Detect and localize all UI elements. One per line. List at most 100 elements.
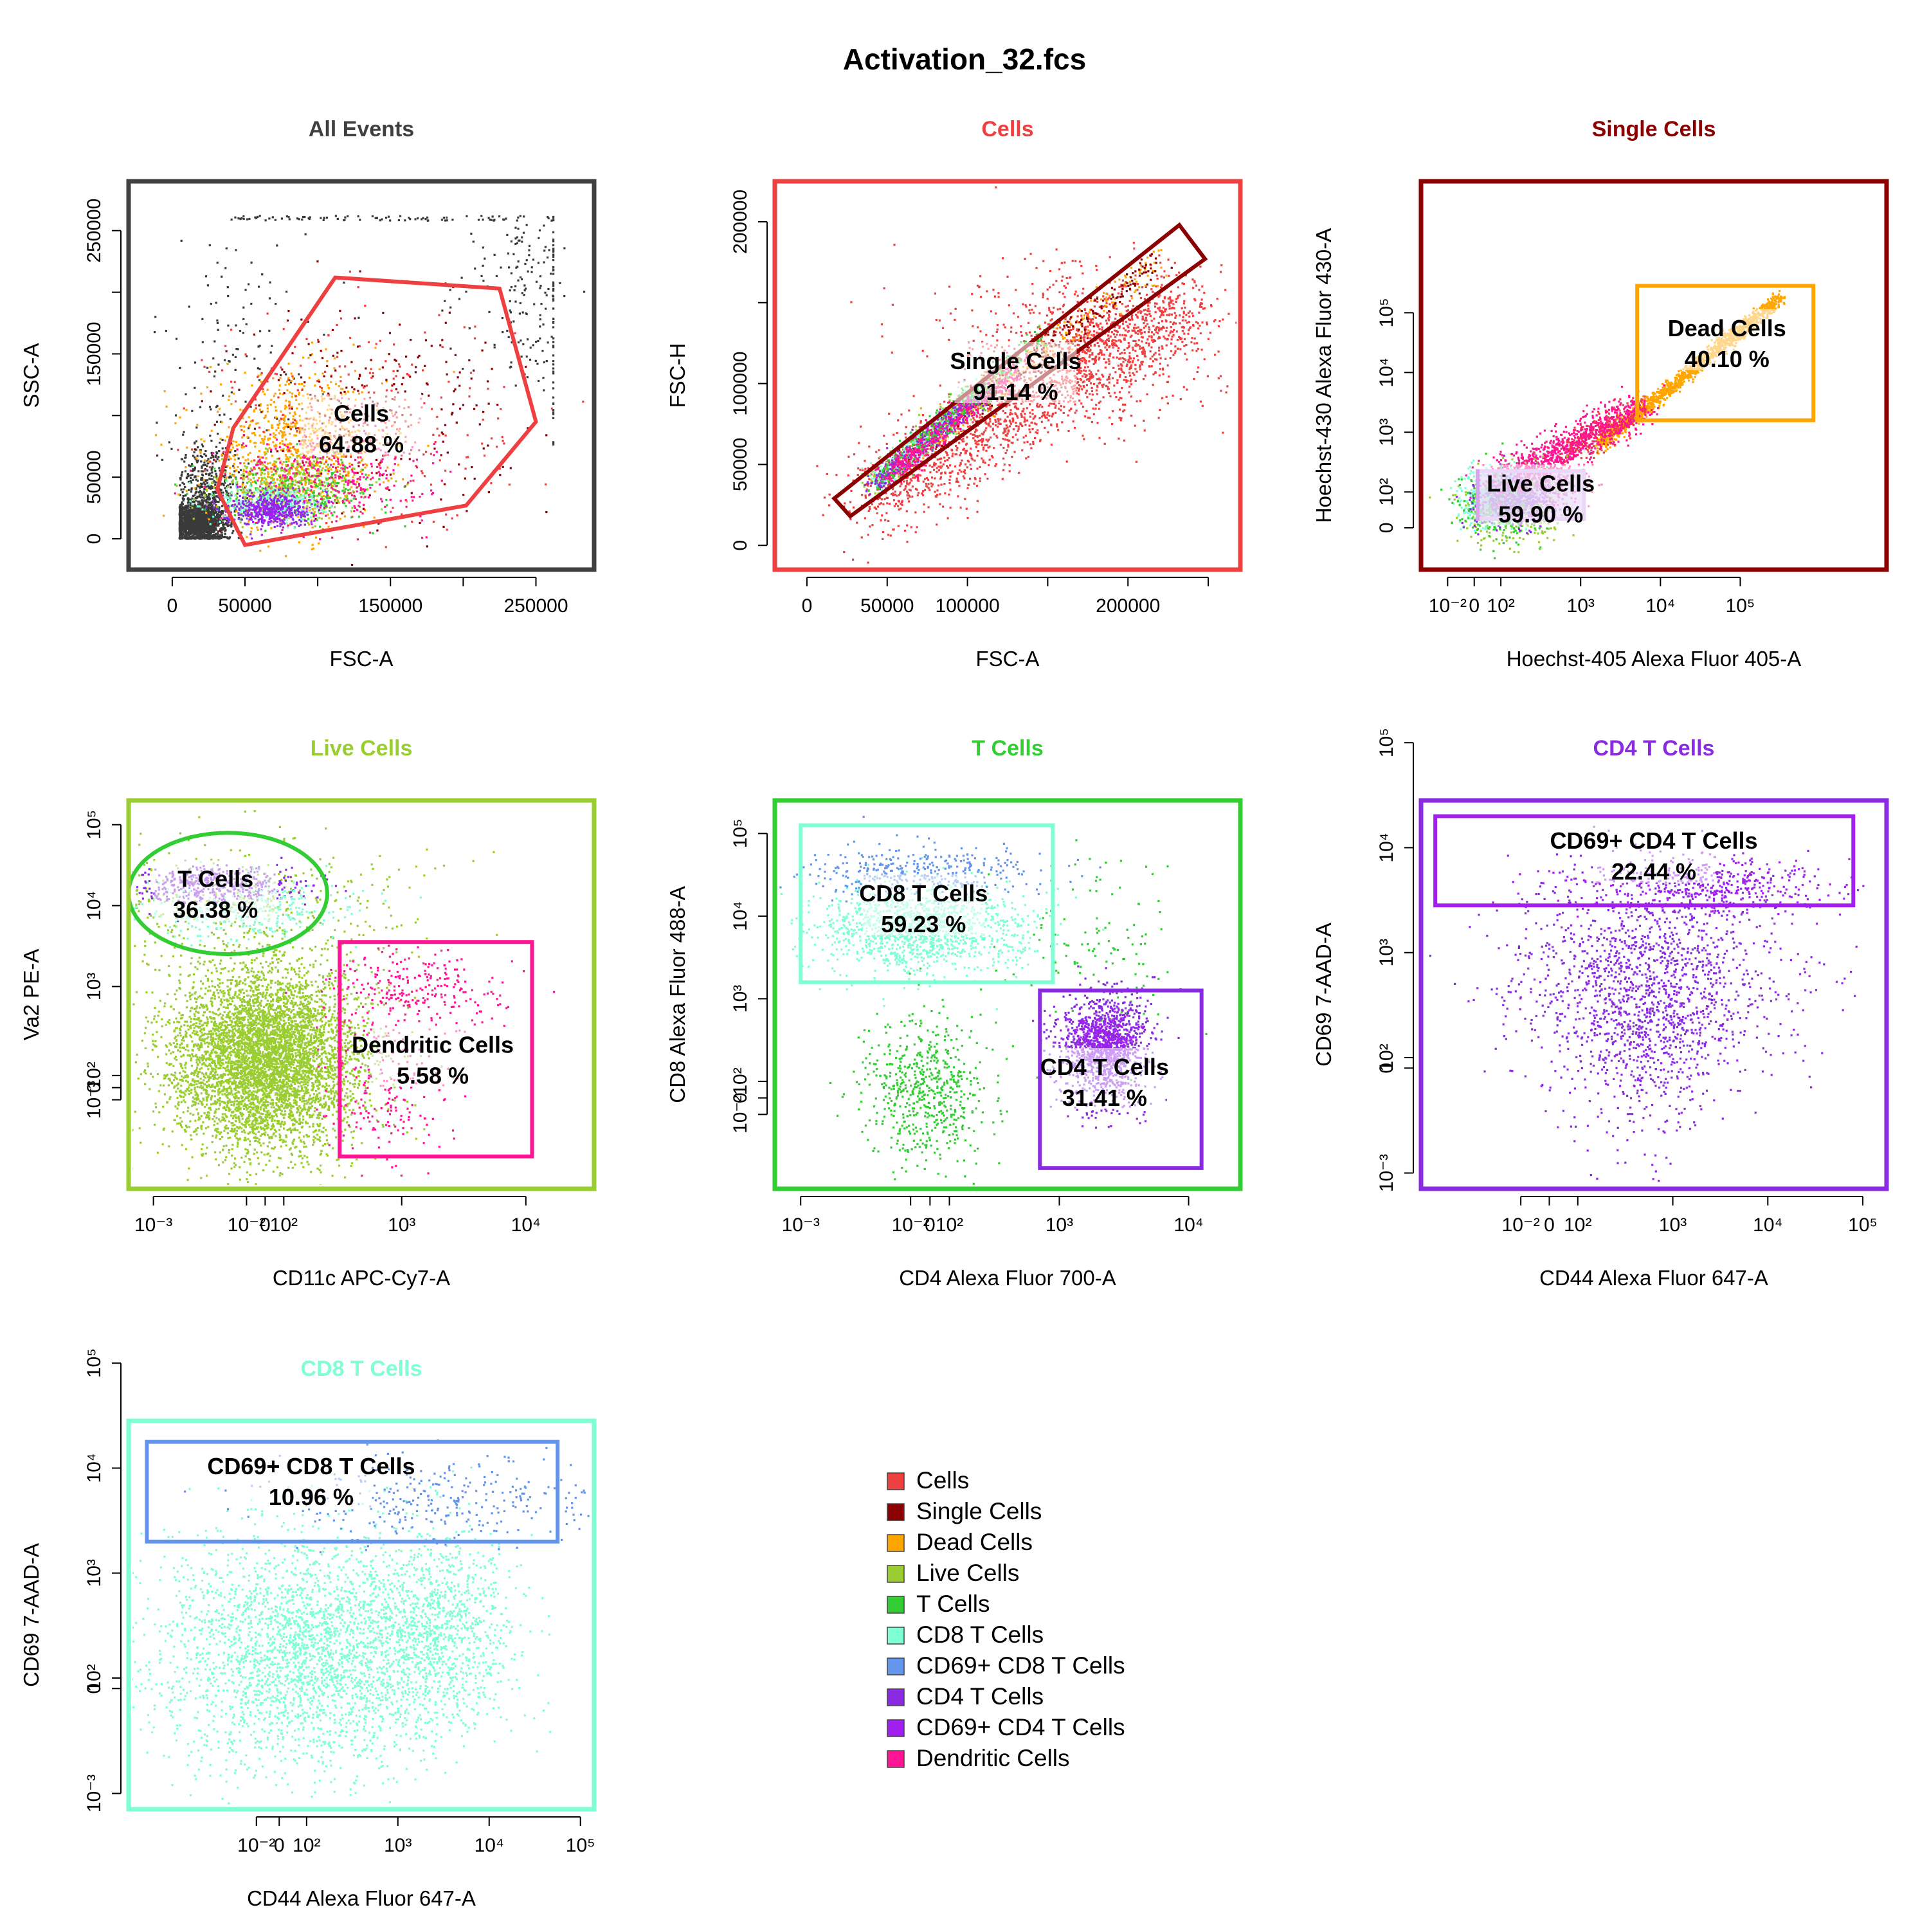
event-point bbox=[337, 466, 339, 468]
event-point bbox=[284, 431, 285, 433]
event-point bbox=[257, 376, 258, 378]
event-point bbox=[505, 218, 507, 220]
event-point bbox=[260, 442, 262, 444]
event-point bbox=[439, 459, 441, 461]
event-point bbox=[268, 489, 270, 491]
event-point bbox=[280, 410, 282, 412]
event-point bbox=[222, 395, 224, 397]
event-point bbox=[285, 461, 287, 463]
event-point bbox=[482, 280, 484, 282]
event-point bbox=[340, 518, 341, 519]
event-point bbox=[442, 441, 444, 443]
event-point bbox=[229, 473, 231, 474]
event-point bbox=[206, 367, 208, 369]
event-point bbox=[360, 489, 362, 491]
event-point bbox=[235, 325, 237, 327]
event-point bbox=[383, 482, 385, 483]
event-point bbox=[195, 518, 197, 520]
event-point bbox=[249, 441, 251, 443]
event-point bbox=[229, 361, 231, 363]
event-point bbox=[303, 381, 305, 383]
event-point bbox=[419, 496, 421, 498]
event-point bbox=[406, 373, 408, 375]
event-point bbox=[287, 525, 289, 527]
event-point bbox=[546, 294, 548, 296]
event-point bbox=[326, 217, 328, 219]
event-point bbox=[335, 215, 337, 217]
event-point bbox=[235, 482, 237, 483]
event-point bbox=[337, 458, 339, 460]
event-point bbox=[500, 408, 502, 410]
event-point bbox=[313, 481, 315, 483]
event-point bbox=[294, 422, 296, 424]
event-point bbox=[350, 516, 352, 518]
event-point bbox=[407, 482, 409, 483]
event-point bbox=[538, 380, 539, 382]
event-point bbox=[231, 474, 233, 476]
event-point bbox=[203, 536, 204, 538]
event-point bbox=[322, 357, 323, 359]
event-point bbox=[289, 456, 291, 458]
event-point bbox=[502, 466, 504, 468]
event-point bbox=[317, 487, 319, 489]
event-point bbox=[552, 219, 554, 221]
event-point bbox=[414, 218, 416, 220]
event-point bbox=[188, 482, 190, 484]
event-point bbox=[334, 476, 336, 478]
event-point bbox=[444, 483, 446, 485]
event-point bbox=[343, 498, 345, 500]
event-point bbox=[212, 516, 214, 518]
event-point bbox=[351, 469, 353, 471]
event-point bbox=[291, 352, 293, 354]
event-point bbox=[517, 280, 519, 282]
event-point bbox=[370, 377, 372, 379]
event-point bbox=[238, 471, 240, 473]
event-point bbox=[264, 438, 266, 440]
event-point bbox=[424, 475, 426, 477]
event-point bbox=[340, 497, 341, 499]
event-point bbox=[246, 476, 248, 478]
event-point bbox=[350, 510, 352, 512]
event-point bbox=[516, 237, 518, 239]
event-point bbox=[296, 430, 298, 432]
event-point bbox=[358, 393, 360, 395]
event-point bbox=[275, 485, 277, 487]
event-point bbox=[257, 480, 258, 482]
event-point bbox=[236, 484, 238, 486]
event-point bbox=[199, 487, 201, 489]
event-point bbox=[213, 375, 215, 377]
event-point bbox=[522, 311, 524, 313]
event-point bbox=[208, 487, 210, 489]
event-point bbox=[385, 217, 387, 219]
event-point bbox=[494, 344, 496, 346]
event-point bbox=[395, 480, 397, 482]
event-point bbox=[521, 278, 523, 280]
event-point bbox=[257, 473, 258, 474]
event-point bbox=[254, 446, 256, 447]
event-point bbox=[296, 473, 298, 474]
event-point bbox=[331, 521, 333, 523]
event-point bbox=[380, 498, 382, 500]
event-point bbox=[278, 379, 280, 381]
event-point bbox=[190, 474, 192, 476]
event-point bbox=[154, 331, 156, 333]
event-point bbox=[188, 513, 190, 515]
event-point bbox=[339, 470, 341, 472]
event-point bbox=[381, 500, 383, 502]
event-point bbox=[521, 240, 523, 242]
event-point bbox=[355, 498, 357, 500]
event-point bbox=[432, 462, 434, 464]
event-point bbox=[289, 408, 291, 410]
event-point bbox=[353, 495, 355, 497]
event-point bbox=[246, 491, 248, 492]
event-point bbox=[285, 423, 287, 425]
event-point bbox=[397, 392, 399, 393]
event-point bbox=[312, 513, 314, 515]
event-point bbox=[318, 492, 320, 494]
event-point bbox=[260, 480, 262, 482]
event-point bbox=[318, 543, 320, 545]
event-point bbox=[350, 500, 352, 501]
event-point bbox=[361, 512, 363, 514]
event-point bbox=[358, 465, 359, 467]
event-point bbox=[281, 469, 283, 471]
